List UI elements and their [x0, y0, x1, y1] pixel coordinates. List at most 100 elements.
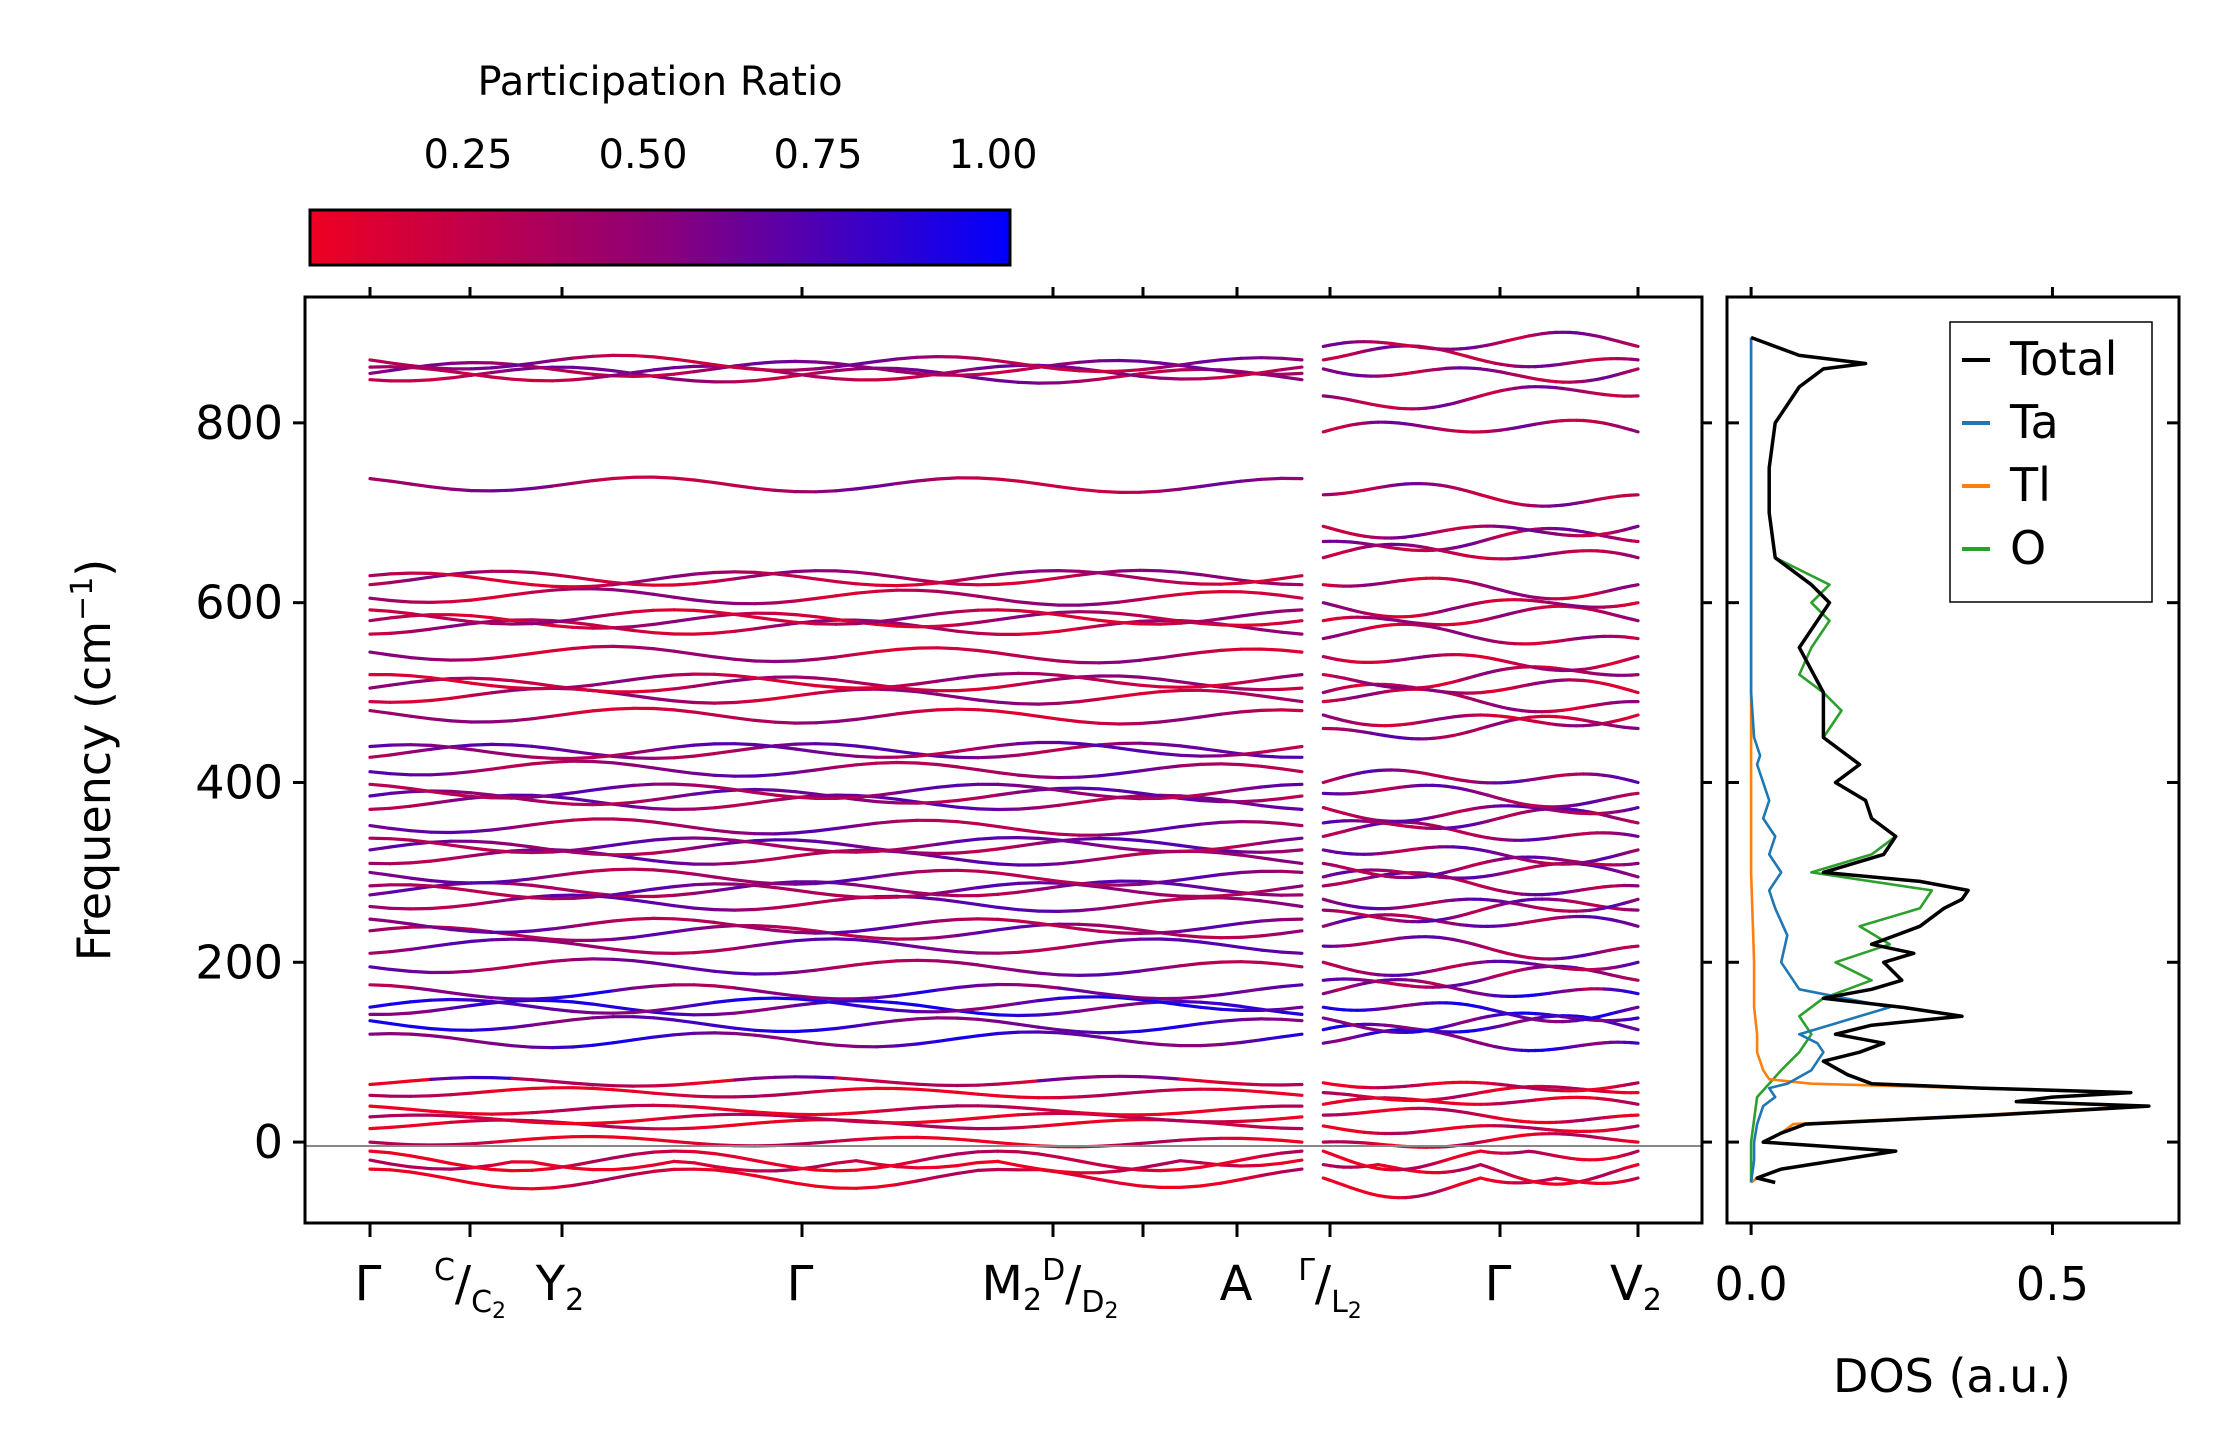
- band-segment: [753, 787, 777, 792]
- band-segment: [915, 690, 939, 696]
- band-segment: [1219, 1002, 1243, 1009]
- band-segment: [408, 801, 433, 808]
- band-segment: [692, 771, 717, 777]
- band-segment: [469, 656, 494, 662]
- band-segment: [874, 819, 899, 825]
- band-segment: [429, 772, 453, 777]
- band-segment: [692, 614, 717, 621]
- band-segment: [449, 369, 473, 376]
- band-segment: [490, 1167, 514, 1173]
- band-segment: [469, 794, 494, 800]
- band-segment: [368, 1158, 392, 1166]
- band-segment: [1117, 692, 1142, 699]
- ylabel-tail: ): [67, 559, 121, 577]
- band-segment: [1629, 1016, 1640, 1021]
- band-segment: [692, 608, 717, 614]
- band-segment: [753, 1093, 777, 1098]
- band-segment: [733, 379, 757, 384]
- band-segment: [834, 1043, 858, 1049]
- band-segment: [672, 1031, 696, 1037]
- band-segment: [490, 1025, 514, 1032]
- band-segment: [935, 1036, 960, 1044]
- band-segment: [1259, 580, 1284, 586]
- band-segment: [1097, 1092, 1122, 1098]
- band-segment: [631, 368, 656, 375]
- band-segment: [1629, 819, 1640, 825]
- band-segment: [490, 848, 514, 854]
- band-segment: [915, 842, 939, 849]
- band-segment: [469, 1165, 494, 1172]
- band-segment: [368, 836, 392, 841]
- band-segment: [895, 355, 919, 361]
- band-segment: [733, 1031, 757, 1037]
- band-segment: [1629, 539, 1640, 544]
- band-segment: [1259, 783, 1284, 789]
- band-segment: [672, 476, 696, 482]
- band-segment: [1198, 1181, 1223, 1188]
- band-segment: [814, 1139, 838, 1145]
- band-segment: [753, 988, 777, 995]
- band-segment: [550, 572, 575, 579]
- band-segment: [1138, 997, 1162, 1004]
- band-segment: [1629, 524, 1640, 530]
- band-segment: [854, 883, 879, 890]
- band-segment: [672, 743, 696, 749]
- band-segment: [611, 588, 636, 594]
- band-segment: [490, 578, 514, 585]
- band-segment: [955, 931, 980, 938]
- band-segment: [1259, 1125, 1284, 1130]
- band-segment: [672, 792, 696, 799]
- band-segment: [408, 1170, 433, 1177]
- band-segment: [611, 1038, 636, 1045]
- band-segment: [1036, 1077, 1061, 1083]
- band-segment: [611, 751, 636, 758]
- k-label-sub: D: [1081, 1285, 1104, 1320]
- band-segment: [814, 365, 838, 371]
- band-segment: [1077, 940, 1101, 947]
- band-segment: [530, 364, 554, 371]
- band-segment: [996, 1030, 1020, 1036]
- band-segment: [570, 942, 595, 949]
- band-segment: [1077, 791, 1101, 798]
- band-segment: [793, 888, 818, 895]
- band-segment: [692, 1125, 717, 1130]
- band-segment: [1077, 697, 1101, 704]
- band-segment: [550, 998, 575, 1004]
- band-segment: [1057, 360, 1081, 367]
- band-segment: [874, 795, 899, 801]
- band-segment: [814, 1075, 838, 1080]
- band-segment: [955, 608, 980, 614]
- band-segment: [550, 587, 575, 592]
- band-segment: [1117, 1029, 1142, 1035]
- band-segment: [1239, 960, 1264, 965]
- band-segment: [408, 922, 433, 929]
- band-segment: [530, 935, 554, 941]
- band-segment: [996, 753, 1020, 759]
- band-segment: [469, 938, 494, 944]
- band-segment: [1629, 367, 1640, 373]
- band-segment: [388, 1113, 413, 1118]
- band-segment: [530, 820, 554, 827]
- band-segment: [1097, 991, 1122, 998]
- band-segment: [955, 674, 980, 681]
- band-segment: [692, 710, 717, 717]
- band-segment: [834, 1159, 858, 1165]
- band-segment: [510, 717, 534, 723]
- band-segment: [1279, 962, 1304, 969]
- band-segment: [429, 1109, 453, 1115]
- band-segment: [1016, 773, 1041, 779]
- band-segment: [976, 685, 1000, 692]
- band-segment: [611, 1125, 636, 1130]
- band-segment: [915, 945, 939, 952]
- band-segment: [1077, 602, 1101, 607]
- band-segment: [1219, 787, 1243, 794]
- band-segment: [1259, 708, 1284, 713]
- band-segment: [408, 1107, 433, 1113]
- band-segment: [996, 1149, 1020, 1154]
- band-segment: [368, 572, 392, 578]
- band-segment: [408, 627, 433, 634]
- band-segment: [611, 475, 636, 481]
- band-segment: [854, 1185, 879, 1190]
- band-segment: [834, 824, 858, 831]
- band-segment: [591, 1082, 615, 1088]
